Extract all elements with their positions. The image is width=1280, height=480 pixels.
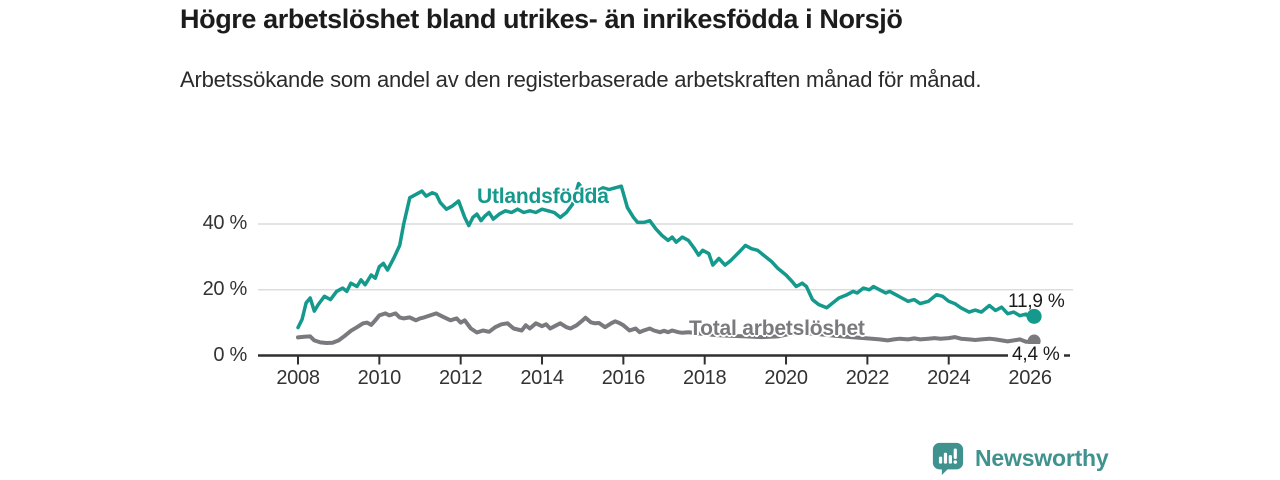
- end-dot-utlandsfodda: [1026, 308, 1042, 324]
- brand-name: Newsworthy: [975, 444, 1109, 471]
- x-tick-label-2010: 2010: [357, 367, 402, 389]
- series-line-total-arbetsloshet: [296, 311, 1037, 345]
- x-tick-label-2012: 2012: [439, 367, 483, 389]
- y-tick-label-0: 0 %: [213, 343, 247, 366]
- series-line-utlandsfodda: [296, 181, 1036, 330]
- page-subtitle: Arbetssökande som andel av den registerb…: [180, 67, 982, 92]
- x-tick-label-2026: 2026: [1008, 367, 1052, 389]
- y-tick-label-40: 40 %: [202, 212, 248, 234]
- series-label-total-arbetsloshet: Total arbetslöshet: [689, 317, 865, 340]
- end-value-label-total: 4,4 %: [1008, 344, 1064, 366]
- x-tick-label-2024: 2024: [927, 367, 971, 389]
- series-label-utlandsfodda: Utlandsfödda: [477, 185, 609, 208]
- x-tick-label-2008: 2008: [276, 367, 320, 389]
- newsworthy-branding: Newsworthy: [931, 441, 1109, 475]
- x-tick-label-2018: 2018: [683, 367, 727, 389]
- y-tick-label-20: 20 %: [202, 277, 248, 300]
- end-value-label-utlandsfodda: 11,9 %: [1008, 291, 1065, 312]
- x-tick-label-2014: 2014: [520, 367, 564, 389]
- x-tick-label-2020: 2020: [764, 367, 808, 389]
- page-title: Högre arbetslöshet bland utrikes- än inr…: [180, 4, 903, 34]
- bar-chart-speech-bubble-icon: [932, 442, 964, 475]
- x-tick-label-2022: 2022: [845, 367, 890, 389]
- x-tick-label-2016: 2016: [601, 367, 646, 389]
